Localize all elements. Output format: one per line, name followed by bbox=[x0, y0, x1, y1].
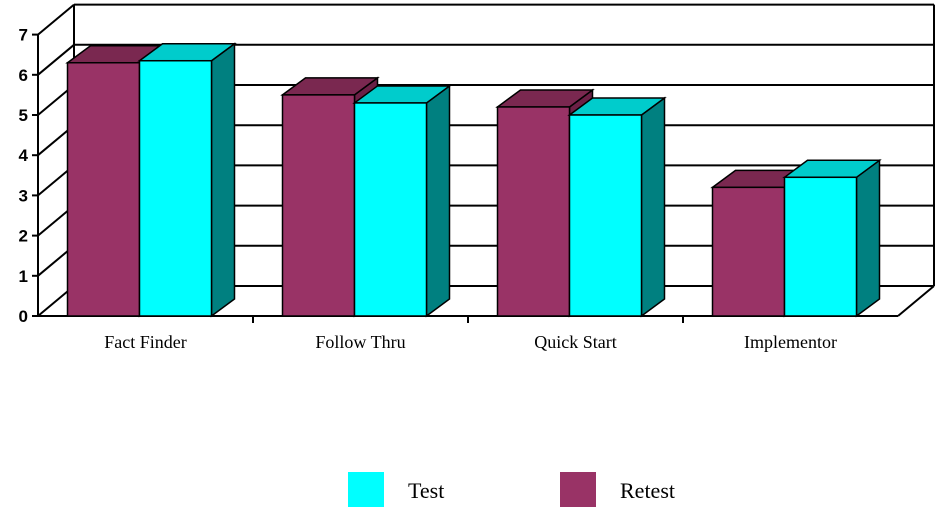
y-tick-label-5: 5 bbox=[19, 106, 28, 125]
y-tick-label-6: 6 bbox=[19, 66, 28, 85]
y-tick-label-2: 2 bbox=[19, 227, 28, 246]
bar-front bbox=[568, 114, 643, 317]
bar-side bbox=[425, 84, 451, 318]
bar-test-3 bbox=[782, 158, 882, 318]
category-label-0: Fact Finder bbox=[104, 332, 187, 352]
y-tick-label-7: 7 bbox=[19, 26, 28, 45]
bar-front bbox=[66, 61, 141, 317]
legend-label-test: Test bbox=[408, 478, 444, 503]
legend-swatch-retest bbox=[560, 472, 596, 507]
bar-front bbox=[496, 106, 571, 317]
y-tick-labels: 0 1 2 3 4 5 6 7 bbox=[19, 26, 38, 326]
category-label-1: Follow Thru bbox=[315, 332, 405, 352]
bar-front bbox=[138, 59, 213, 317]
bar-side bbox=[640, 96, 666, 318]
bar-test-2 bbox=[567, 96, 667, 318]
legend-swatch-test bbox=[348, 472, 384, 507]
y-tick-label-3: 3 bbox=[19, 186, 28, 205]
bar-front bbox=[711, 186, 786, 317]
category-label-3: Implementor bbox=[744, 332, 837, 352]
category-label-2: Quick Start bbox=[534, 332, 617, 352]
bar-side bbox=[855, 158, 881, 318]
legend-label-retest: Retest bbox=[620, 478, 675, 503]
bar-front bbox=[353, 102, 428, 317]
bar-side bbox=[210, 42, 236, 318]
bar-test-0 bbox=[137, 42, 237, 318]
bar-test-1 bbox=[352, 84, 452, 318]
y-tick-label-4: 4 bbox=[19, 146, 29, 165]
side-gridline-7 bbox=[37, 3, 75, 36]
y-tick-label-1: 1 bbox=[19, 267, 28, 286]
category-labels: Fact Finder Follow Thru Quick Start Impleme… bbox=[104, 316, 837, 352]
side-gridline-6 bbox=[37, 44, 75, 76]
floor-right-edge bbox=[897, 285, 935, 317]
bar-front bbox=[783, 176, 858, 317]
legend-item-test: Test bbox=[348, 472, 444, 507]
legend-item-retest: Retest bbox=[560, 472, 675, 507]
bar-front bbox=[281, 94, 356, 317]
legend: Test Retest bbox=[348, 472, 675, 507]
bars bbox=[65, 42, 882, 318]
y-tick-label-0: 0 bbox=[19, 307, 28, 326]
